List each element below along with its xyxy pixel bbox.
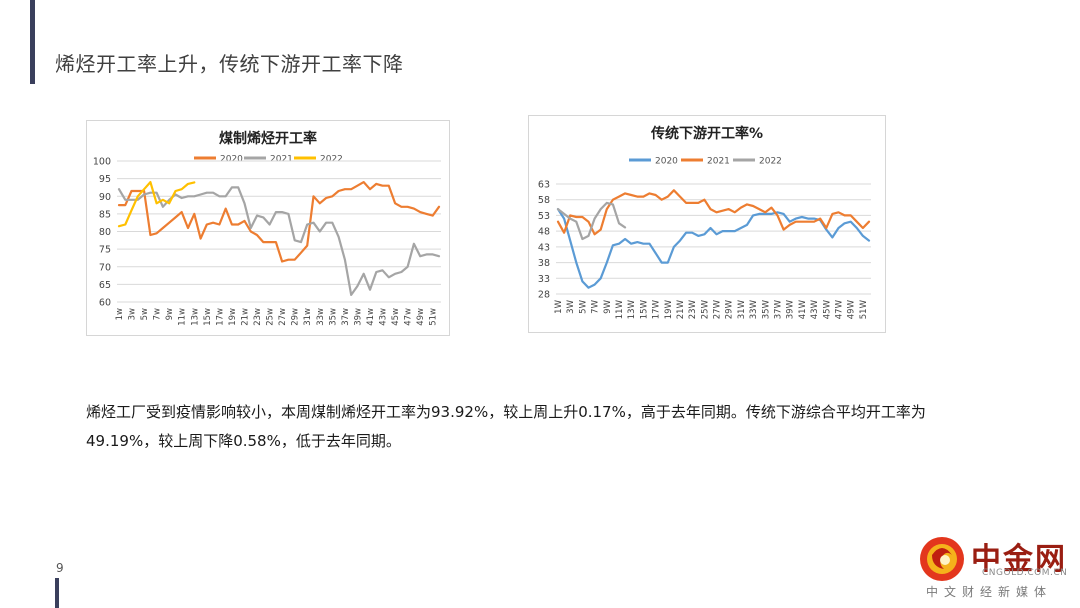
logo-domain: CNGOLD.COM.CN: [982, 568, 1068, 578]
series-line-2022: [117, 180, 196, 228]
legend-label-2022: 2022: [759, 157, 782, 167]
x-tick-label-31W: 31W: [737, 299, 747, 319]
x-tick-label-11W: 11W: [615, 299, 625, 319]
page-number: 9: [56, 561, 64, 575]
x-tick-label-3W: 3W: [566, 299, 576, 313]
chart-title: 传统下游开工率%: [650, 125, 763, 142]
x-tick-label-21W: 21W: [676, 299, 686, 319]
x-tick-label-45w: 45w: [391, 308, 401, 326]
x-tick-label-17W: 17W: [652, 299, 662, 319]
x-tick-label-47W: 47W: [835, 299, 845, 319]
chart-svg-traditional-downstream: 传统下游开工率% 2020 2021 2022 28 33 38 43 48 53 58 63 1W 3W…: [538, 125, 871, 319]
x-tick-label-49W: 49W: [847, 299, 857, 319]
y-tick-label-38: 38: [538, 258, 550, 269]
x-tick-label-27W: 27W: [713, 299, 723, 319]
chart-coal-olefin-operating-rate: 煤制烯烃开工率 2020 2021 2022 60 65 70 75 80 85 90 95 100 1w…: [86, 120, 450, 336]
description-text: 烯烃工厂受到疫情影响较小，本周煤制烯烃开工率为93.92%，较上周上升0.17%…: [86, 403, 926, 450]
series-line-2022: [556, 201, 627, 241]
y-tick-label-70: 70: [99, 262, 111, 273]
logo-brand: 中金网: [971, 542, 1067, 577]
x-tick-label-3w: 3w: [128, 308, 138, 320]
series-line-2021: [117, 186, 441, 296]
page-title: 烯烃开工率上升，传统下游开工率下降: [55, 52, 404, 76]
y-tick-label-75: 75: [99, 245, 111, 256]
legend-label-2021: 2021: [270, 155, 293, 165]
x-tick-label-51W: 51W: [859, 299, 869, 319]
x-tick-label-27w: 27w: [278, 308, 288, 326]
x-tick-label-31w: 31w: [303, 308, 313, 326]
x-tick-label-35W: 35W: [761, 299, 771, 319]
x-tick-label-13W: 13W: [627, 299, 637, 319]
x-tick-label-41w: 41w: [366, 308, 376, 326]
footer-accent-bar: [55, 578, 59, 608]
series-line-2020: [117, 180, 441, 263]
y-tick-label-65: 65: [99, 280, 111, 291]
x-tick-label-25w: 25w: [266, 308, 276, 326]
x-tick-label-5W: 5W: [578, 299, 588, 313]
y-tick-label-28: 28: [538, 290, 550, 301]
y-tick-label-95: 95: [99, 174, 111, 185]
x-tick-label-5w: 5w: [140, 308, 150, 320]
logo-tagline: 中文财经新媒体: [926, 585, 1053, 599]
x-tick-label-19w: 19w: [228, 308, 238, 326]
x-tick-label-35w: 35w: [328, 308, 338, 326]
x-tick-label-23W: 23W: [688, 299, 698, 319]
legend-label-2022: 2022: [320, 155, 343, 165]
x-tick-label-37W: 37W: [774, 299, 784, 319]
y-tick-label-63: 63: [538, 180, 550, 191]
legend-label-2020: 2020: [655, 157, 678, 167]
x-tick-label-39w: 39w: [353, 308, 363, 326]
x-tick-label-21w: 21w: [240, 308, 250, 326]
y-tick-label-33: 33: [538, 274, 550, 285]
x-tick-label-33W: 33W: [749, 299, 759, 319]
x-tick-label-47w: 47w: [404, 308, 414, 326]
x-tick-label-9w: 9w: [165, 308, 175, 320]
x-tick-label-9W: 9W: [603, 299, 613, 313]
cngold-logo: 中金网 CNGOLD.COM.CN 中文财经新媒体: [912, 530, 1072, 605]
x-tick-label-29w: 29w: [291, 308, 301, 326]
x-tick-label-51w: 51w: [429, 308, 439, 326]
x-tick-label-29W: 29W: [725, 299, 735, 319]
y-tick-label-60: 60: [99, 298, 111, 309]
x-tick-label-39W: 39W: [786, 299, 796, 319]
x-tick-label-15w: 15w: [203, 308, 213, 326]
x-tick-label-45W: 45W: [822, 299, 832, 319]
y-tick-label-80: 80: [99, 227, 111, 238]
x-tick-label-23w: 23w: [253, 308, 263, 326]
cngold-logo-icon: [920, 537, 964, 581]
x-tick-label-49w: 49w: [416, 308, 426, 326]
series-line-2021: [556, 189, 871, 236]
x-tick-label-7w: 7w: [153, 308, 163, 320]
x-tick-label-17w: 17w: [215, 308, 225, 326]
x-tick-label-19W: 19W: [664, 299, 674, 319]
x-tick-label-37w: 37w: [341, 308, 351, 326]
y-tick-label-48: 48: [538, 227, 550, 238]
x-tick-label-1W: 1W: [554, 299, 564, 313]
x-tick-label-43w: 43w: [379, 308, 389, 326]
x-tick-label-15W: 15W: [639, 299, 649, 319]
x-tick-label-1w: 1w: [115, 308, 125, 320]
y-tick-label-100: 100: [93, 157, 111, 168]
x-tick-label-33w: 33w: [316, 308, 326, 326]
y-tick-label-85: 85: [99, 209, 111, 220]
y-tick-label-43: 43: [538, 242, 550, 253]
x-tick-label-11w: 11w: [178, 308, 188, 326]
chart-traditional-downstream-operating-rate: 传统下游开工率% 2020 2021 2022 28 33 38 43 48 53 58 63 1W 3W…: [528, 115, 886, 333]
x-tick-label-41W: 41W: [798, 299, 808, 319]
x-tick-label-25W: 25W: [700, 299, 710, 319]
x-tick-label-7W: 7W: [591, 299, 601, 313]
legend-label-2021: 2021: [707, 157, 730, 167]
legend-label-2020: 2020: [220, 155, 243, 165]
x-tick-label-13w: 13w: [190, 308, 200, 326]
x-tick-label-43W: 43W: [810, 299, 820, 319]
title-accent-bar: [30, 0, 35, 84]
chart-title: 煤制烯烃开工率: [219, 130, 317, 147]
y-tick-label-53: 53: [538, 211, 550, 222]
y-tick-label-58: 58: [538, 195, 550, 206]
chart-svg-coal-olefin: 煤制烯烃开工率 2020 2021 2022 60 65 70 75 80 85 90 95 100 1w…: [93, 130, 441, 326]
y-tick-label-90: 90: [99, 192, 111, 203]
